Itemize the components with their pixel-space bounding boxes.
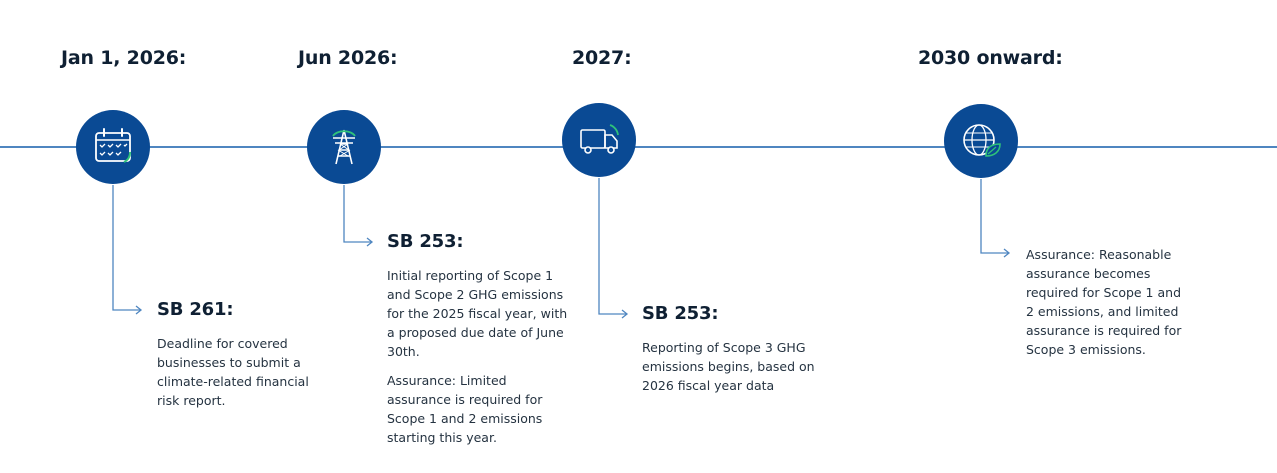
milestone-text-3: Reporting of Scope 3 GHG emissions begin…: [642, 340, 815, 393]
milestone-node-3: [562, 103, 636, 177]
milestone-node-4: [944, 104, 1018, 178]
milestone-text-4: Assurance: Reasonable assurance becomes …: [1026, 247, 1182, 357]
milestone-node-1: [76, 110, 150, 184]
milestone-date-3: 2027:: [572, 47, 632, 69]
milestone-text-1: Deadline for covered businesses to submi…: [157, 336, 309, 408]
milestone-content-2: SB 253: Initial reporting of Scope 1 and…: [387, 231, 572, 457]
milestone-content-3: SB 253: Reporting of Scope 3 GHG emissio…: [642, 303, 817, 405]
milestone-content-1: SB 261: Deadline for covered businesses …: [157, 299, 317, 420]
milestone-node-2: [307, 110, 381, 184]
truck-icon: [580, 124, 619, 154]
timeline-axis: [0, 146, 1277, 148]
globe-leaf-icon: [963, 124, 1001, 157]
milestone-text-2b: Assurance: Limited assurance is required…: [387, 373, 543, 445]
milestone-content-4: Assurance: Reasonable assurance becomes …: [1026, 245, 1191, 369]
milestone-date-1: Jan 1, 2026:: [61, 47, 187, 69]
calendar-icon: [95, 128, 132, 163]
milestone-heading-2: SB 253:: [387, 231, 464, 252]
power-tower-icon: [332, 129, 356, 165]
milestone-heading-3: SB 253:: [642, 303, 719, 324]
milestone-date-4: 2030 onward:: [918, 47, 1063, 69]
milestone-heading-1: SB 261:: [157, 299, 234, 320]
milestone-date-2: Jun 2026:: [298, 47, 398, 69]
milestone-text-2a: Initial reporting of Scope 1 and Scope 2…: [387, 268, 568, 359]
